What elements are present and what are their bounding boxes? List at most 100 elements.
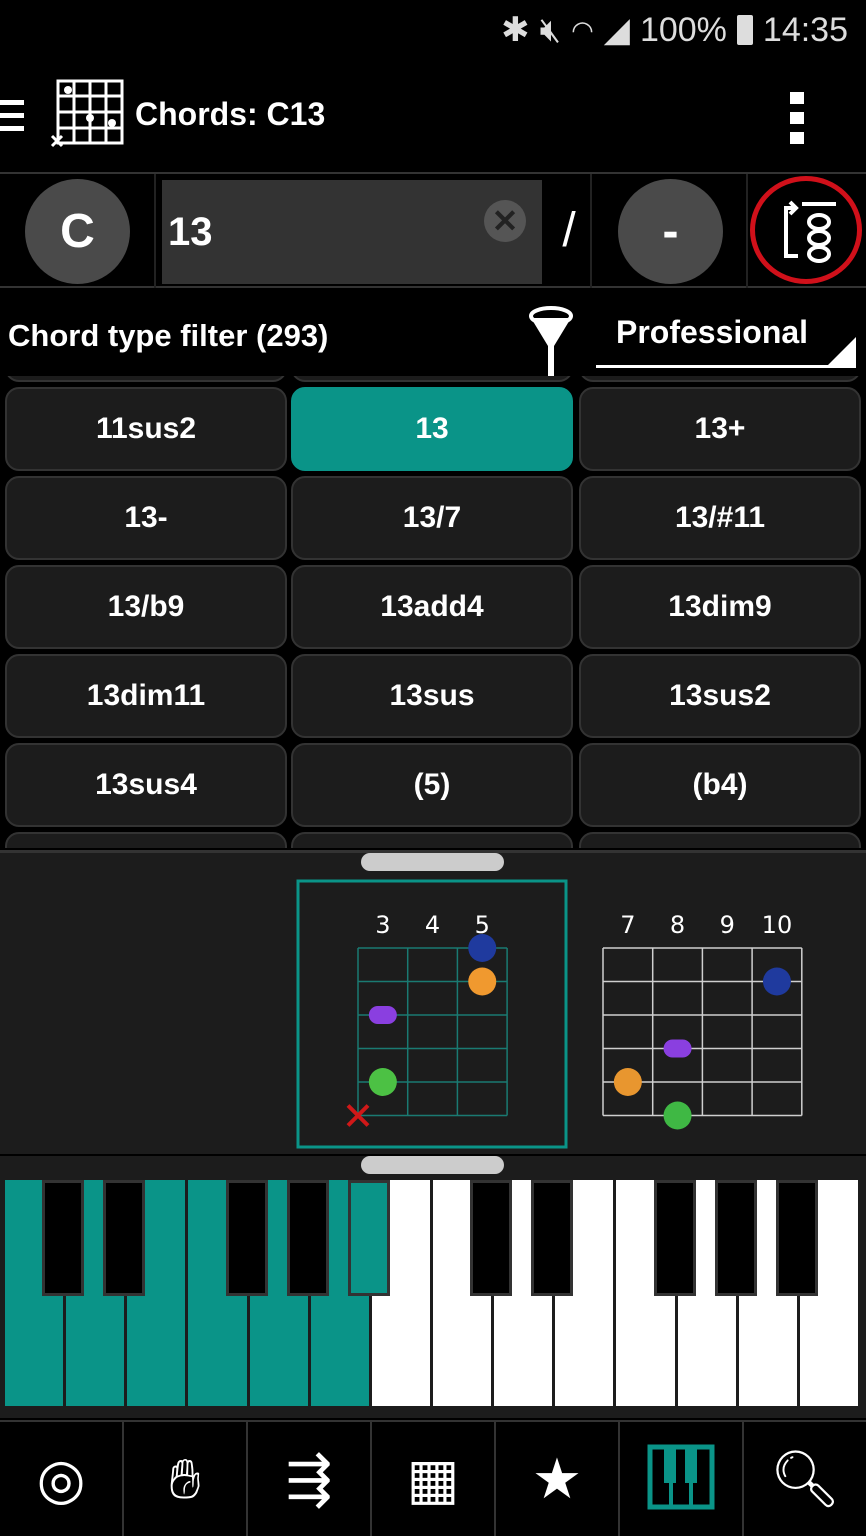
metronome-icon: ◎: [36, 1447, 86, 1510]
chord-type-chip[interactable]: 13/#11: [579, 476, 861, 560]
nav-search-file[interactable]: 🔍︎: [744, 1422, 866, 1536]
overflow-menu-icon[interactable]: [790, 92, 804, 144]
chord-type-chip[interactable]: [5, 832, 287, 848]
search-file-icon: 🔍︎: [769, 1447, 841, 1510]
chord-diagrams-panel: 3 4 5 7 8 9 10: [0, 850, 866, 1154]
battery-icon: [736, 15, 753, 45]
chord-type-chip[interactable]: 13/b9: [5, 565, 287, 649]
black-key[interactable]: [286, 1180, 329, 1296]
chip-label: 13-: [124, 501, 168, 534]
chord-type-chip[interactable]: 13add4: [291, 565, 573, 649]
chord-type-chip[interactable]: 13dim11: [5, 654, 287, 738]
chord-diagram[interactable]: 7 8 9 10: [602, 911, 803, 1130]
nav-piano[interactable]: [620, 1422, 744, 1536]
bass-note-label: -: [662, 205, 679, 258]
chip-label: 13/#11: [674, 501, 766, 534]
chord-type-chip[interactable]: (b4): [579, 743, 861, 827]
black-key[interactable]: [103, 1180, 146, 1296]
finger-dot: [663, 1101, 692, 1130]
chord-type-input[interactable]: 13 ✕: [162, 180, 542, 284]
diagrams: 3 4 5 7 8 9 10: [296, 879, 803, 1149]
black-key[interactable]: [714, 1180, 757, 1296]
page-title: Chords: C13: [135, 96, 326, 132]
black-key[interactable]: [775, 1180, 818, 1296]
finger-dot: [468, 967, 497, 996]
chord-type-chip[interactable]: (5): [291, 743, 573, 827]
filter-row: Chord type filter (293) Professional: [0, 290, 866, 376]
status-bar: ✱ 🔇︎ ◠ ◢ 100% 14:35: [501, 0, 848, 60]
fret-number: 5: [475, 911, 490, 939]
chip-label: 13add4: [380, 590, 484, 623]
inversion-icon: [784, 200, 836, 263]
chord-type-chip[interactable]: 13: [291, 387, 573, 471]
chip-label: 13/7: [402, 501, 462, 534]
chip-label: 13sus4: [95, 768, 197, 801]
chord-type-chip[interactable]: [291, 376, 573, 382]
star-icon: ★: [531, 1447, 583, 1510]
chip-label: 13+: [694, 412, 746, 445]
chord-type-chip[interactable]: 13sus: [291, 654, 573, 738]
piano-panel: [0, 1156, 866, 1418]
resize-handle[interactable]: [361, 853, 504, 871]
fret-number: 7: [620, 911, 635, 939]
nav-hand[interactable]: ✋︎: [124, 1422, 248, 1536]
black-key[interactable]: [470, 1180, 513, 1296]
nav-grid[interactable]: ▦: [372, 1422, 496, 1536]
root-note-button[interactable]: C: [25, 179, 130, 284]
chord-type-chip[interactable]: 13+: [579, 387, 861, 471]
clear-icon[interactable]: ✕: [484, 200, 526, 242]
clock: 14:35: [762, 10, 848, 49]
chord-diagram[interactable]: 3 4 5: [296, 879, 568, 1149]
mute-icon: 🔇︎: [539, 10, 562, 49]
chord-type-chip[interactable]: 13sus2: [579, 654, 861, 738]
chip-label: 13dim9: [668, 590, 772, 623]
chord-type-chip[interactable]: 13sus4: [5, 743, 287, 827]
progression-icon: ⇶: [285, 1447, 333, 1510]
chord-type-chip[interactable]: 11sus2: [5, 387, 287, 471]
signal-icon: ◢: [603, 11, 630, 49]
black-key[interactable]: [347, 1180, 390, 1296]
black-key[interactable]: [653, 1180, 696, 1296]
chord-type-chip[interactable]: [579, 376, 861, 382]
filter-level-value: Professional: [616, 314, 809, 350]
chord-type-value: 13: [168, 210, 213, 254]
hand-icon: ✋︎: [169, 1446, 201, 1510]
inversion-button[interactable]: [748, 174, 866, 288]
nav-metronome[interactable]: ◎: [0, 1422, 124, 1536]
chip-label: (b4): [692, 768, 748, 801]
chip-label: (5): [413, 768, 451, 801]
nav-star[interactable]: ★: [496, 1422, 620, 1536]
resize-handle[interactable]: [361, 1156, 504, 1174]
funnel-icon[interactable]: [528, 306, 574, 378]
black-key[interactable]: [225, 1180, 268, 1296]
nav-progression[interactable]: ⇶: [248, 1422, 372, 1536]
chord-selector: C 13 ✕ / -: [0, 172, 866, 288]
selected-diagram-frame: [296, 879, 568, 1149]
chord-type-chip[interactable]: [291, 832, 573, 848]
bass-note-button[interactable]: -: [618, 179, 723, 284]
fret-number: 3: [375, 911, 390, 939]
battery-text: 100%: [639, 10, 727, 49]
chord-grid-icon: [50, 79, 124, 148]
chip-label: 11sus2: [95, 412, 197, 445]
chord-type-chip[interactable]: 13-: [5, 476, 287, 560]
grid-icon: ▦: [406, 1447, 460, 1510]
black-key[interactable]: [42, 1180, 85, 1296]
chord-type-chip[interactable]: [579, 832, 861, 848]
chip-label: 13sus2: [669, 679, 771, 712]
chord-type-chip[interactable]: [5, 376, 287, 382]
root-note-label: C: [60, 205, 95, 258]
filter-label: Chord type filter (293): [8, 318, 329, 353]
piano-icon: [647, 1444, 715, 1515]
chord-type-chip[interactable]: 13/7: [291, 476, 573, 560]
filter-level-dropdown[interactable]: Professional: [596, 312, 856, 368]
finger-dot: [613, 1068, 642, 1096]
menu-icon[interactable]: [0, 100, 24, 134]
chord-type-chip[interactable]: 13dim9: [579, 565, 861, 649]
wifi-icon: ◠: [571, 14, 594, 45]
chip-label: 13: [415, 412, 449, 445]
black-key[interactable]: [531, 1180, 574, 1296]
finger-dot: [663, 1039, 692, 1058]
finger-dot: [762, 967, 791, 996]
muted-string-icon: [346, 1104, 370, 1127]
